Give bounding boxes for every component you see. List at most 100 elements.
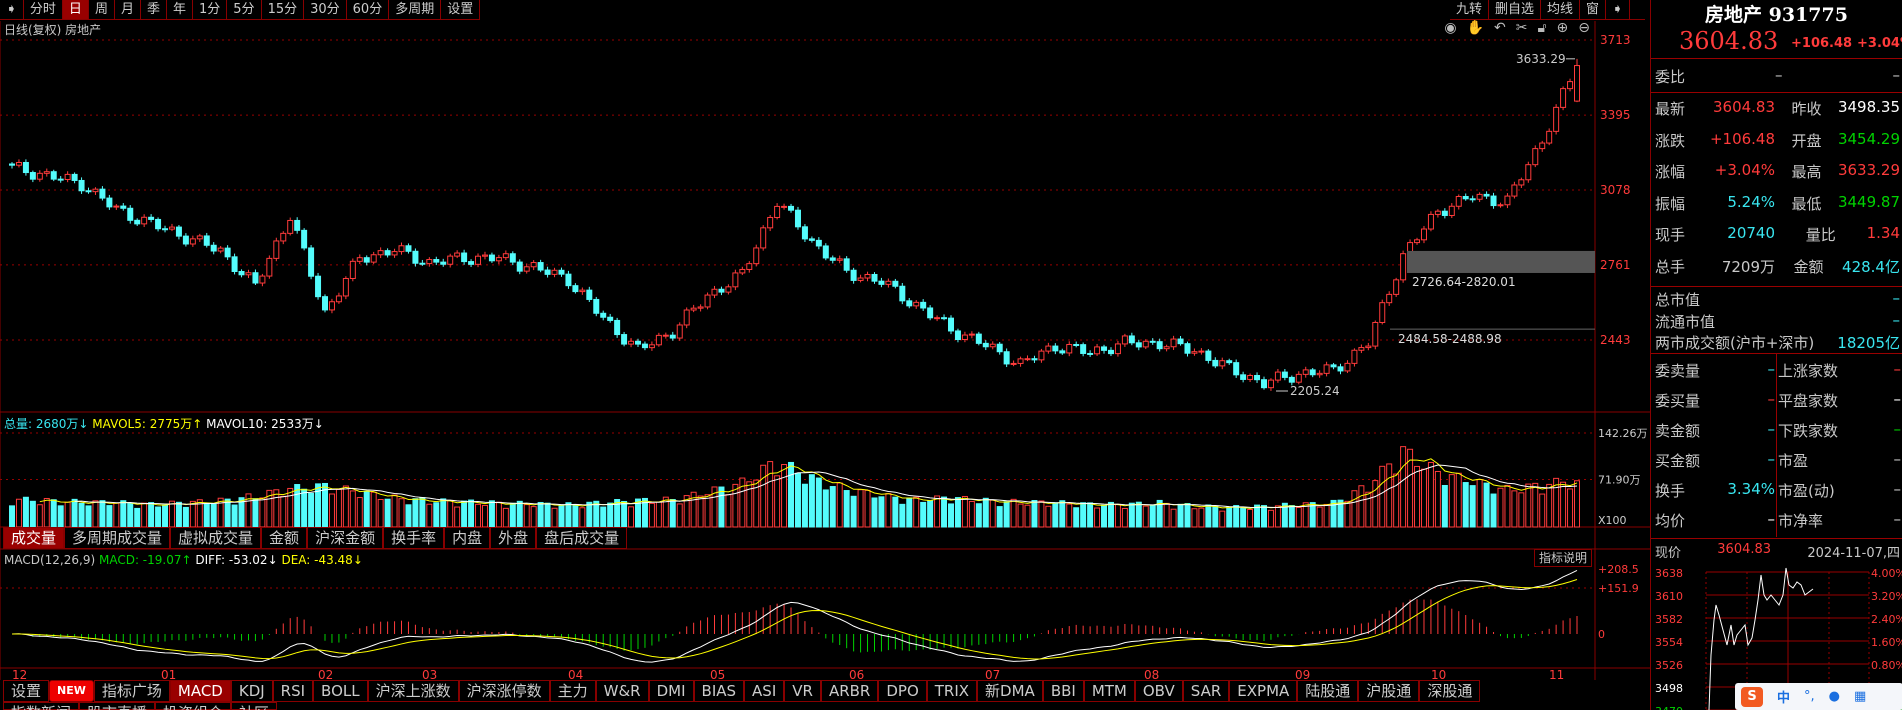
info-tab[interactable]: 指数新闻 xyxy=(3,702,80,710)
volume-bar xyxy=(1073,507,1080,528)
lock-icon[interactable]: 🔓︎ xyxy=(1537,20,1547,36)
period-tab[interactable]: 5分 xyxy=(227,0,262,19)
volume-bar xyxy=(57,505,64,528)
period-tab[interactable]: 多周期 xyxy=(389,0,442,19)
volume-tab[interactable]: 盘后成交量 xyxy=(536,527,628,549)
volume-bar xyxy=(843,490,850,528)
period-tab[interactable]: 周 xyxy=(89,0,115,19)
period-tab[interactable]: 15分 xyxy=(262,0,305,19)
eye-icon[interactable]: ◉ xyxy=(1444,20,1457,36)
period-tab[interactable]: 设置 xyxy=(441,0,481,19)
indicator-tab[interactable]: 设置 xyxy=(3,680,50,702)
scissors-icon[interactable]: ✂ xyxy=(1515,20,1528,36)
microphone-icon[interactable]: ● xyxy=(1828,689,1840,704)
indicator-tab[interactable]: BIAS xyxy=(693,680,745,702)
toolbar-button[interactable]: 窗 xyxy=(1580,0,1607,19)
volume-tab[interactable]: 内盘 xyxy=(444,527,491,549)
candle xyxy=(829,255,836,264)
volume-bar xyxy=(621,500,628,528)
volume-bar xyxy=(1087,502,1094,528)
candle xyxy=(857,274,864,283)
indicator-help-button[interactable]: 指标说明 xyxy=(1534,549,1592,567)
indicator-tab[interactable]: DMI xyxy=(648,680,694,702)
indicator-tab[interactable]: OBV xyxy=(1134,680,1183,702)
volume-tab[interactable]: 金额 xyxy=(261,527,308,549)
toolbar-button[interactable]: 删自选 xyxy=(1489,0,1542,19)
info-tab[interactable]: 股市直播 xyxy=(79,702,156,710)
indicator-tab[interactable]: BBI xyxy=(1042,680,1084,702)
indicator-tab[interactable]: RSI xyxy=(272,680,314,702)
candle xyxy=(1441,208,1448,219)
kline-chart[interactable]: 3713 3395 3078 2761 2443 142.26万 71.90万 X100 272… xyxy=(0,0,1650,680)
volume-bar xyxy=(641,497,648,528)
chinese-mode-icon[interactable]: 中 xyxy=(1777,691,1791,706)
indicator-tab[interactable]: ASI xyxy=(744,680,785,702)
ime-toolbar[interactable]: S 中 °, ● ▦ xyxy=(1735,683,1902,710)
volume-bar xyxy=(252,498,259,528)
volume-tab[interactable]: 沪深金额 xyxy=(307,527,384,549)
toolbar-button[interactable]: 均线 xyxy=(1541,0,1581,19)
volume-bar xyxy=(1226,506,1233,528)
indicator-tab[interactable]: MACD xyxy=(169,680,231,702)
period-tab[interactable]: 60分 xyxy=(347,0,390,19)
indicator-tab[interactable]: BOLL xyxy=(313,680,368,702)
period-tab[interactable]: 1分 xyxy=(193,0,228,19)
indicator-tab[interactable]: KDJ xyxy=(230,680,273,702)
indicator-tab[interactable]: NEW xyxy=(49,680,94,702)
info-tab[interactable]: 投资组合 xyxy=(155,702,232,710)
period-tab[interactable]: 分时 xyxy=(24,0,63,19)
indicator-tab[interactable]: 沪深上涨数 xyxy=(367,680,459,702)
indicator-tab[interactable]: 沪股通 xyxy=(1358,680,1420,702)
volume-tab[interactable]: 成交量 xyxy=(3,527,65,549)
volume-tab[interactable]: 多周期成交量 xyxy=(64,527,171,549)
punctuation-icon[interactable]: °, xyxy=(1804,689,1815,704)
period-tab[interactable]: 30分 xyxy=(304,0,347,19)
candle xyxy=(732,269,739,291)
indicator-tab[interactable]: TRIX xyxy=(926,680,978,702)
collapse-icon[interactable]: ➧ xyxy=(0,0,24,19)
zoom-out-icon[interactable]: ⊖ xyxy=(1578,20,1590,36)
toolbar-button[interactable]: 九转 xyxy=(1450,0,1490,19)
zoom-in-icon[interactable]: ⊕ xyxy=(1556,20,1569,36)
hand-icon[interactable]: ✋ xyxy=(1466,20,1484,36)
undo-icon[interactable]: ↶ xyxy=(1493,20,1506,36)
indicator-tab[interactable]: 新DMA xyxy=(977,680,1043,702)
indicator-tab[interactable]: DPO xyxy=(878,680,927,702)
candle xyxy=(1532,145,1539,168)
expand-icon[interactable]: ➧ xyxy=(1606,0,1630,19)
volume-bar xyxy=(1379,465,1386,528)
market-row: 总市值 – xyxy=(1655,289,1900,310)
volume-bar xyxy=(753,479,760,528)
indicator-tab[interactable]: 深股通 xyxy=(1419,680,1481,702)
candle xyxy=(558,267,565,277)
cell-label: 下跌家数 xyxy=(1778,422,1839,440)
candle xyxy=(996,341,1003,355)
volume-tab[interactable]: 换手率 xyxy=(383,527,445,549)
keyboard-icon[interactable]: ▦ xyxy=(1854,689,1867,704)
indicator-tab[interactable]: 主力 xyxy=(549,680,596,702)
volume-bar xyxy=(1316,506,1323,528)
indicator-tab[interactable]: VR xyxy=(784,680,821,702)
period-tab[interactable]: 年 xyxy=(167,0,193,19)
volume-bar xyxy=(1469,485,1476,528)
indicator-tab[interactable]: MTM xyxy=(1083,680,1135,702)
period-tab[interactable]: 月 xyxy=(115,0,141,19)
period-tab[interactable]: 日 xyxy=(62,0,89,19)
candle xyxy=(1358,344,1365,354)
market-label: 流通市值 xyxy=(1655,312,1716,331)
indicator-tab[interactable]: SAR xyxy=(1182,680,1230,702)
indicator-tab[interactable]: 陆股通 xyxy=(1297,680,1359,702)
chart-title: 日线(复权) 房地产 xyxy=(4,23,102,37)
indicator-tab[interactable]: 沪深涨停数 xyxy=(458,680,550,702)
indicator-tab[interactable]: EXPMA xyxy=(1229,680,1298,702)
volume-tab[interactable]: 虚拟成交量 xyxy=(170,527,262,549)
sogou-logo-icon[interactable]: S xyxy=(1741,686,1763,707)
indicator-tab[interactable]: 指标广场 xyxy=(93,680,170,702)
cell-value: – xyxy=(1767,390,1776,408)
macd-name: MACD(12,26,9) xyxy=(4,553,96,567)
indicator-tab[interactable]: W&R xyxy=(595,680,649,702)
info-tab[interactable]: 社区 xyxy=(231,702,278,710)
indicator-tab[interactable]: ARBR xyxy=(820,680,879,702)
period-tab[interactable]: 季 xyxy=(141,0,167,19)
volume-tab[interactable]: 外盘 xyxy=(490,527,537,549)
